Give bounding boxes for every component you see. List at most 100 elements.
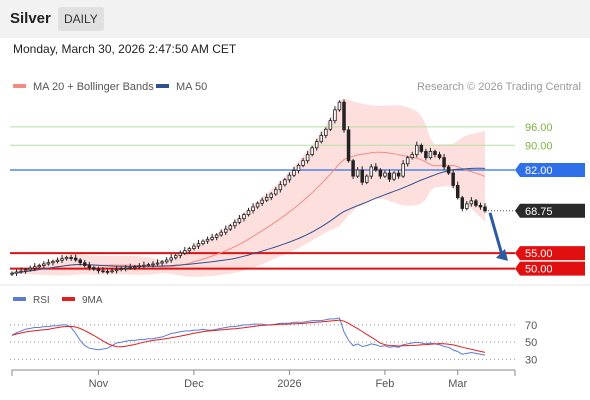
candle-body [255,202,260,208]
candle-body [305,154,310,162]
candle-body [237,218,242,223]
rsi-9ma-line [11,319,486,353]
bollinger-band [12,98,485,277]
candle-body [378,169,383,177]
x-label-Feb: Feb [375,378,394,390]
candle-body [264,196,269,201]
candle-body [210,237,214,240]
candle-body [19,270,23,273]
candle-body [32,266,37,269]
candle-body [28,267,32,271]
candle-body [465,203,469,209]
legend-9ma-label: 9MA [82,295,103,306]
candle-body [87,265,92,269]
rsi-tick-70: 70 [525,320,537,332]
chart-header: Silver DAILY [0,0,590,38]
candle-body [446,166,451,174]
level-tag-label-50.00: 50.00 [525,264,553,276]
candle-body [310,147,314,155]
candle-body [101,270,105,273]
candle-body [455,184,460,199]
candle-body [187,248,192,252]
candle-body [419,144,424,152]
candle-body [424,151,428,159]
candle-body [164,259,169,263]
candle-body [342,101,346,131]
copyright-text: Research © 2026 Trading Central [417,81,581,93]
legend-rsi-label: RSI [33,295,50,306]
candle-body [23,269,28,272]
rsi-tick-30: 30 [525,354,537,366]
candle-body [114,269,119,272]
timeframe-badge[interactable]: DAILY [58,7,104,31]
candle-body [328,120,333,130]
legend-ma20-label: MA 20 + Bollinger Bands [33,81,154,93]
candle-body [319,135,324,143]
candle-body [346,129,351,162]
candle-body [392,172,396,180]
legend-ma50-swatch [156,84,169,88]
candle-body [160,261,164,264]
level-tag-label-55.00: 55.00 [525,248,553,260]
x-label-Nov: Nov [89,378,109,390]
candle-body [123,267,128,270]
candle-body [483,206,487,212]
candle-body [292,170,296,176]
candle-body [178,252,183,257]
candle-body [314,141,319,149]
x-label-Dec: Dec [184,378,204,390]
level-tag-55.00 [515,246,585,261]
rsi-line [11,317,486,356]
candle-body [128,266,133,269]
level-tag-label-82.00: 82.00 [525,165,553,177]
level-tag-label-68.75: 68.75 [525,206,553,218]
candle-body [46,262,51,265]
candle-body [110,270,114,273]
candle-body [142,264,146,267]
candle-body [214,234,219,238]
chart-datetime: Monday, March 30, 2026 2:47:50 AM CET [13,42,237,56]
candle-body [51,261,55,264]
candle-body [401,163,405,177]
candle-body [228,225,233,230]
candle-body [269,193,273,198]
candle-body [364,175,369,183]
candle-body [69,257,73,259]
candle-body [451,172,455,186]
candle-body [96,268,101,272]
candle-body [73,257,78,261]
candle-body [387,172,392,180]
candle-body [437,154,442,159]
candle-body [173,255,178,259]
candle-body [360,169,364,183]
candle-body [333,109,337,122]
candle-body [415,144,419,155]
candle-body [155,262,160,265]
candle-body [460,197,465,209]
symbol-title: Silver [10,10,51,27]
candle-body [442,157,446,168]
candle-body [183,250,187,254]
candle-body [428,151,433,159]
candle-body [151,263,155,266]
candle-body [133,266,137,269]
candle-body [42,263,46,266]
candle-body [192,245,196,249]
legend-ma50-label: MA 50 [176,81,207,93]
ma50-line [11,167,486,274]
candle-body [64,257,69,260]
projection-arrow-shaft [488,212,504,256]
candle-body [37,265,42,268]
candle-body [224,228,228,233]
candle-body [14,271,19,274]
projection-arrow-head [496,248,508,261]
candle-body [83,262,87,266]
candle-body [324,128,328,136]
candle-body [396,172,401,177]
candle-body [301,160,305,166]
legend-ma20-swatch [13,84,26,88]
candle-body [433,151,437,155]
candle-body [233,221,237,227]
